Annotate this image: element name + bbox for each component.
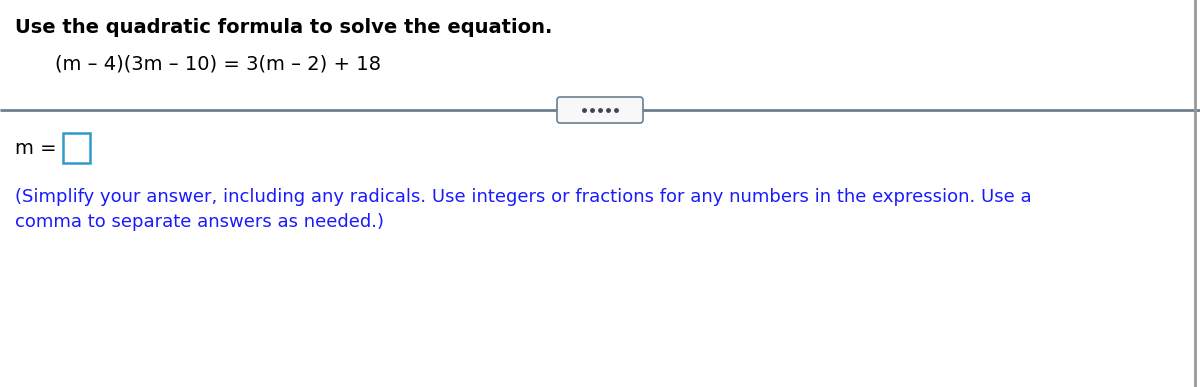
FancyBboxPatch shape [64,133,90,163]
Text: m =: m = [14,139,56,158]
FancyBboxPatch shape [557,97,643,123]
Text: comma to separate answers as needed.): comma to separate answers as needed.) [14,213,384,231]
Text: Use the quadratic formula to solve the equation.: Use the quadratic formula to solve the e… [14,18,552,37]
Text: (m – 4)(3m – 10) = 3(m – 2) + 18: (m – 4)(3m – 10) = 3(m – 2) + 18 [55,55,382,74]
Text: (Simplify your answer, including any radicals. Use integers or fractions for any: (Simplify your answer, including any rad… [14,188,1032,206]
